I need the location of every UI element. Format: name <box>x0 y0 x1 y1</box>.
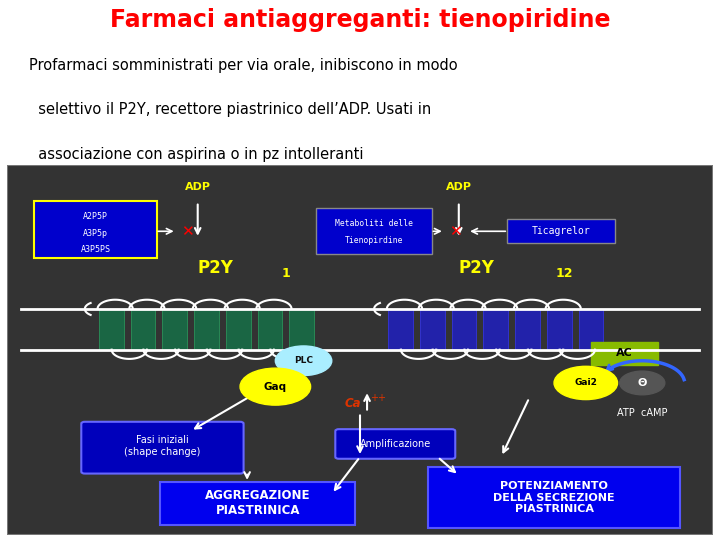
Text: Profarmaci somministrati per via orale, inibiscono in modo: Profarmaci somministrati per via orale, … <box>29 58 457 73</box>
FancyBboxPatch shape <box>388 309 413 350</box>
Text: Θ: Θ <box>637 378 647 388</box>
Text: A3P5PS: A3P5PS <box>81 245 110 254</box>
FancyBboxPatch shape <box>336 429 455 459</box>
FancyBboxPatch shape <box>428 467 680 528</box>
Text: Fasi iniziali
(shape change): Fasi iniziali (shape change) <box>125 435 201 457</box>
FancyBboxPatch shape <box>507 219 616 243</box>
FancyBboxPatch shape <box>161 482 355 525</box>
Text: AGGREGAZIONE
PIASTRINICA: AGGREGAZIONE PIASTRINICA <box>205 489 310 517</box>
Circle shape <box>620 371 665 395</box>
FancyBboxPatch shape <box>547 309 572 350</box>
Text: ++: ++ <box>369 393 386 403</box>
Text: Tienopirdine: Tienopirdine <box>345 236 403 245</box>
Circle shape <box>240 368 310 405</box>
FancyBboxPatch shape <box>81 422 243 474</box>
FancyBboxPatch shape <box>579 309 603 350</box>
FancyBboxPatch shape <box>34 201 157 258</box>
FancyBboxPatch shape <box>130 309 156 350</box>
Text: ✕: ✕ <box>449 224 462 239</box>
Circle shape <box>275 346 332 375</box>
Text: P2Y: P2Y <box>198 259 233 277</box>
FancyBboxPatch shape <box>289 309 314 350</box>
Text: ADP: ADP <box>185 182 211 192</box>
Text: Farmaci antiaggreganti: tienopiridine: Farmaci antiaggreganti: tienopiridine <box>109 8 611 32</box>
FancyBboxPatch shape <box>7 165 713 535</box>
Text: P2Y: P2Y <box>459 259 495 277</box>
Text: ATP  cAMP: ATP cAMP <box>617 408 667 417</box>
FancyBboxPatch shape <box>591 341 658 365</box>
Text: PLC: PLC <box>294 356 313 365</box>
Text: ADP: ADP <box>446 182 472 192</box>
Text: Metaboliti delle: Metaboliti delle <box>335 219 413 228</box>
Text: Ca: Ca <box>345 397 361 410</box>
FancyBboxPatch shape <box>258 309 282 350</box>
FancyBboxPatch shape <box>451 309 477 350</box>
FancyBboxPatch shape <box>483 309 508 350</box>
Circle shape <box>554 366 618 400</box>
FancyBboxPatch shape <box>516 309 540 350</box>
FancyBboxPatch shape <box>194 309 219 350</box>
FancyBboxPatch shape <box>99 309 124 350</box>
Text: A2P5P: A2P5P <box>83 212 108 221</box>
Text: A3P5p: A3P5p <box>83 228 108 238</box>
Text: 12: 12 <box>556 267 573 280</box>
Text: Gaq: Gaq <box>264 382 287 392</box>
Text: Amplificazione: Amplificazione <box>360 439 431 449</box>
FancyBboxPatch shape <box>420 309 445 350</box>
Text: POTENZIAMENTO
DELLA SECREZIONE
PIASTRINICA: POTENZIAMENTO DELLA SECREZIONE PIASTRINI… <box>493 481 615 514</box>
Text: Gai2: Gai2 <box>575 379 597 387</box>
FancyBboxPatch shape <box>226 309 251 350</box>
Text: AC: AC <box>616 348 633 359</box>
FancyBboxPatch shape <box>163 309 187 350</box>
Text: 1: 1 <box>282 267 290 280</box>
Text: ✕: ✕ <box>181 224 194 239</box>
Text: selettivo il P2Y, recettore piastrinico dell’ADP. Usati in: selettivo il P2Y, recettore piastrinico … <box>29 102 431 117</box>
Text: Ticagrelor: Ticagrelor <box>532 226 590 237</box>
FancyBboxPatch shape <box>316 208 432 254</box>
Text: associazione con aspirina o in pz intolleranti: associazione con aspirina o in pz intoll… <box>29 146 364 161</box>
